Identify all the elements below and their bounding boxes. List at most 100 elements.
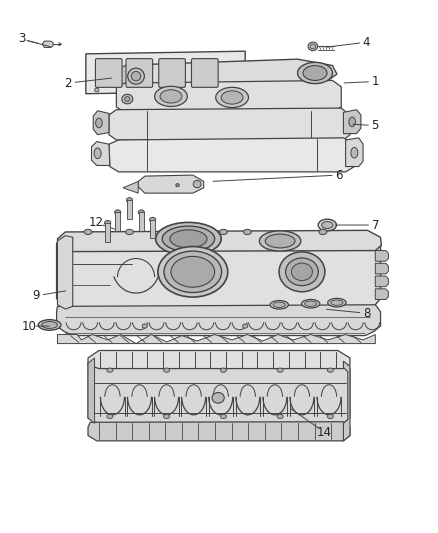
- Polygon shape: [57, 305, 381, 336]
- Ellipse shape: [301, 300, 320, 308]
- Ellipse shape: [131, 71, 141, 81]
- Ellipse shape: [128, 68, 145, 84]
- Text: 6: 6: [336, 168, 343, 182]
- Ellipse shape: [176, 183, 179, 187]
- Text: 9: 9: [33, 289, 40, 302]
- Ellipse shape: [42, 321, 57, 328]
- Ellipse shape: [265, 234, 295, 248]
- Ellipse shape: [273, 302, 286, 308]
- Polygon shape: [375, 251, 389, 261]
- Polygon shape: [375, 289, 389, 300]
- Ellipse shape: [158, 247, 228, 297]
- Ellipse shape: [328, 298, 346, 307]
- Ellipse shape: [163, 414, 170, 418]
- Ellipse shape: [125, 96, 130, 101]
- Polygon shape: [93, 111, 109, 135]
- Ellipse shape: [291, 263, 312, 280]
- Ellipse shape: [142, 324, 148, 328]
- Ellipse shape: [107, 368, 113, 372]
- Polygon shape: [123, 181, 138, 193]
- Polygon shape: [117, 64, 134, 86]
- Ellipse shape: [237, 88, 241, 92]
- Ellipse shape: [279, 252, 325, 292]
- Ellipse shape: [277, 414, 283, 418]
- Ellipse shape: [270, 301, 288, 309]
- Text: 1: 1: [371, 75, 379, 88]
- Polygon shape: [139, 212, 144, 231]
- Ellipse shape: [308, 42, 318, 51]
- Ellipse shape: [331, 300, 343, 305]
- Ellipse shape: [220, 368, 226, 372]
- Ellipse shape: [220, 414, 226, 418]
- Ellipse shape: [95, 118, 102, 128]
- Text: 3: 3: [18, 33, 25, 45]
- FancyBboxPatch shape: [95, 59, 122, 87]
- Ellipse shape: [221, 91, 243, 104]
- Polygon shape: [117, 59, 337, 87]
- Ellipse shape: [150, 217, 155, 222]
- Polygon shape: [88, 362, 350, 424]
- Polygon shape: [138, 175, 204, 193]
- Ellipse shape: [310, 44, 316, 49]
- Ellipse shape: [115, 210, 121, 215]
- Ellipse shape: [216, 87, 248, 108]
- Text: 10: 10: [21, 320, 36, 333]
- Polygon shape: [57, 236, 73, 309]
- Ellipse shape: [349, 117, 356, 127]
- Ellipse shape: [105, 221, 111, 225]
- Polygon shape: [343, 361, 350, 441]
- Polygon shape: [92, 142, 110, 165]
- Ellipse shape: [122, 94, 133, 104]
- Ellipse shape: [160, 90, 182, 103]
- Ellipse shape: [163, 368, 170, 372]
- Text: 8: 8: [363, 307, 370, 320]
- Text: 14: 14: [317, 426, 332, 439]
- Polygon shape: [109, 108, 350, 140]
- Ellipse shape: [286, 258, 318, 286]
- Text: 2: 2: [65, 77, 72, 90]
- Text: 12: 12: [88, 216, 103, 229]
- Polygon shape: [57, 230, 381, 252]
- Polygon shape: [127, 200, 132, 219]
- Ellipse shape: [193, 180, 201, 188]
- Ellipse shape: [219, 229, 227, 235]
- Polygon shape: [57, 237, 381, 310]
- Polygon shape: [105, 223, 110, 241]
- Ellipse shape: [318, 219, 336, 231]
- Ellipse shape: [155, 86, 187, 107]
- Text: 5: 5: [371, 119, 379, 132]
- Ellipse shape: [38, 320, 61, 330]
- Text: 4: 4: [363, 36, 370, 49]
- Polygon shape: [375, 276, 389, 287]
- Ellipse shape: [277, 368, 283, 372]
- Polygon shape: [42, 41, 53, 47]
- Ellipse shape: [327, 368, 333, 372]
- Ellipse shape: [297, 62, 332, 84]
- Ellipse shape: [243, 324, 248, 328]
- Polygon shape: [88, 351, 350, 368]
- Ellipse shape: [127, 198, 133, 203]
- Polygon shape: [109, 138, 354, 172]
- Ellipse shape: [162, 226, 215, 252]
- Ellipse shape: [170, 230, 207, 248]
- Polygon shape: [343, 110, 361, 134]
- Polygon shape: [346, 138, 363, 166]
- FancyBboxPatch shape: [126, 59, 152, 87]
- Polygon shape: [88, 358, 95, 423]
- FancyBboxPatch shape: [159, 59, 185, 87]
- Polygon shape: [57, 335, 375, 344]
- Polygon shape: [86, 51, 245, 94]
- FancyBboxPatch shape: [191, 59, 218, 87]
- Ellipse shape: [304, 301, 317, 306]
- Ellipse shape: [212, 392, 224, 403]
- Ellipse shape: [107, 414, 113, 418]
- Ellipse shape: [319, 229, 327, 235]
- Polygon shape: [150, 220, 155, 238]
- Ellipse shape: [244, 229, 251, 235]
- Ellipse shape: [164, 251, 222, 293]
- Ellipse shape: [303, 66, 327, 80]
- Ellipse shape: [84, 229, 92, 235]
- Ellipse shape: [126, 229, 134, 235]
- Ellipse shape: [171, 256, 215, 287]
- Polygon shape: [375, 263, 389, 274]
